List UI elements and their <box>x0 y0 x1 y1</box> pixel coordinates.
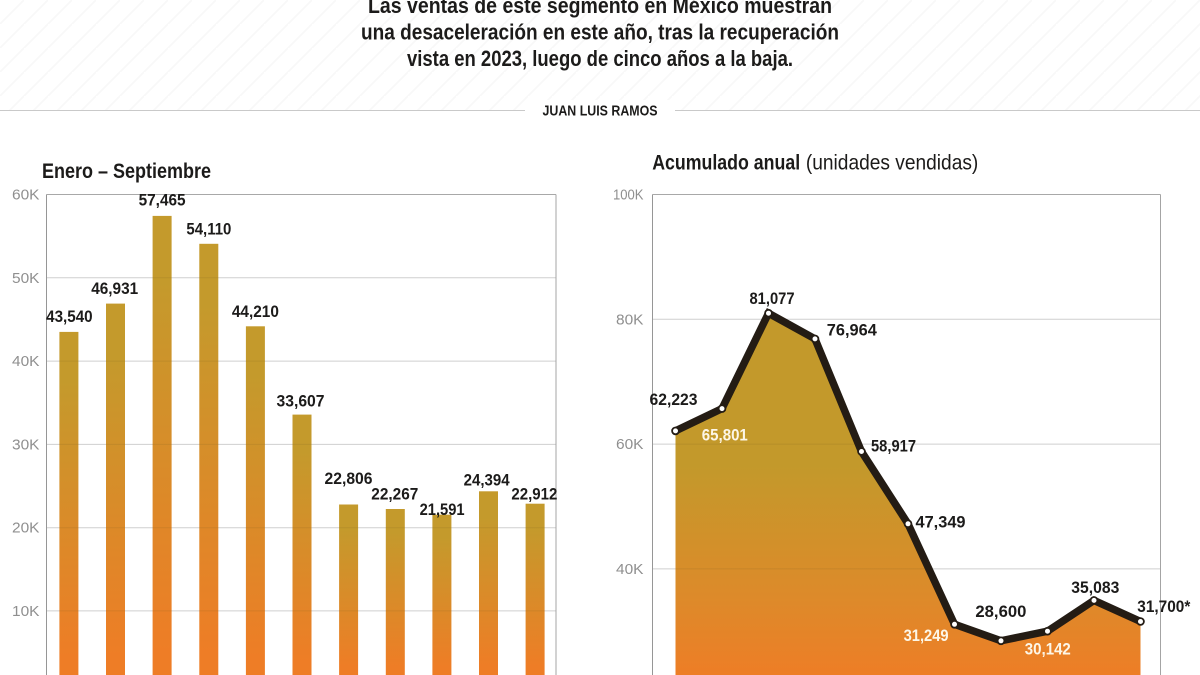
svg-text:35,083: 35,083 <box>1071 579 1119 597</box>
svg-text:80K: 80K <box>616 312 644 328</box>
svg-text:22,267: 22,267 <box>371 485 418 503</box>
svg-text:21,591: 21,591 <box>420 501 465 519</box>
svg-text:40K: 40K <box>616 562 644 578</box>
svg-text:57,465: 57,465 <box>139 192 186 210</box>
svg-text:54,110: 54,110 <box>186 221 231 239</box>
svg-text:una desaceleración en este año: una desaceleración en este año, tras la … <box>361 20 839 45</box>
svg-text:24,394: 24,394 <box>464 471 511 489</box>
svg-text:100K: 100K <box>613 188 644 204</box>
svg-text:40K: 40K <box>12 354 40 370</box>
svg-text:76,964: 76,964 <box>827 322 878 340</box>
svg-text:22,806: 22,806 <box>325 470 373 488</box>
svg-text:20K: 20K <box>12 521 40 537</box>
svg-text:31,249: 31,249 <box>904 627 949 645</box>
svg-text:60K: 60K <box>12 188 40 204</box>
svg-text:43,540: 43,540 <box>46 308 93 326</box>
svg-text:30,142: 30,142 <box>1025 641 1071 659</box>
svg-text:50K: 50K <box>12 271 40 287</box>
svg-text:28,600: 28,600 <box>975 603 1026 621</box>
svg-text:44,210: 44,210 <box>232 303 279 321</box>
svg-text:22,912: 22,912 <box>511 485 557 503</box>
svg-text:Las ventas de este segmento en: Las ventas de este segmento en México mu… <box>368 0 832 18</box>
svg-text:10K: 10K <box>12 604 40 620</box>
svg-text:65,801: 65,801 <box>702 427 748 445</box>
svg-text:30K: 30K <box>12 437 40 453</box>
svg-text:33,607: 33,607 <box>277 393 325 411</box>
svg-text:60K: 60K <box>616 437 644 453</box>
svg-text:Acumulado anual(unidades vendi: Acumulado anual (unidades vendidas) <box>652 152 978 175</box>
svg-text:Enero – Septiembre: Enero – Septiembre <box>42 160 211 183</box>
svg-text:JUAN LUIS RAMOS: JUAN LUIS RAMOS <box>543 104 658 120</box>
svg-text:47,349: 47,349 <box>916 514 966 532</box>
svg-text:58,917: 58,917 <box>871 438 916 456</box>
svg-text:31,700*: 31,700* <box>1137 598 1191 616</box>
svg-text:62,223: 62,223 <box>650 391 698 409</box>
svg-text:vista en 2023, luego de cinco: vista en 2023, luego de cinco años a la … <box>407 46 793 71</box>
svg-text:46,931: 46,931 <box>91 280 138 298</box>
svg-text:81,077: 81,077 <box>750 290 795 308</box>
